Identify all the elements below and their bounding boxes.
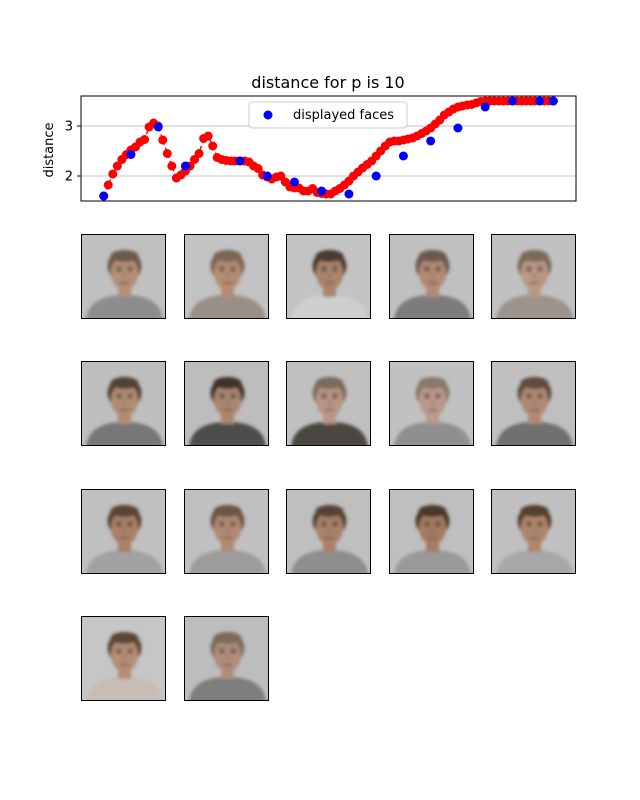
y-axis-label: distance	[42, 122, 57, 177]
distance-point	[253, 164, 263, 173]
face-thumbnail	[491, 489, 576, 574]
face-thumbnail	[81, 234, 166, 319]
face-thumbnail	[184, 361, 269, 446]
displayed-face-point	[99, 191, 109, 201]
distance-point	[158, 135, 168, 145]
face-image	[291, 250, 368, 318]
displayed-face-point	[426, 136, 436, 146]
legend-label: displayed faces	[293, 108, 394, 123]
face-image	[189, 632, 266, 700]
distance-point	[140, 135, 150, 144]
y-tick-label: 3	[65, 120, 73, 135]
face-thumbnail	[184, 234, 269, 319]
y-tick-label: 2	[65, 170, 73, 185]
face-thumbnail	[81, 616, 166, 701]
face-thumbnail	[81, 361, 166, 446]
distance-point	[203, 131, 213, 141]
legend-box	[248, 101, 408, 129]
displayed-face-point	[180, 161, 190, 171]
displayed-face-point	[262, 171, 272, 181]
displayed-face-point	[480, 102, 490, 112]
displayed-face-point	[507, 96, 517, 106]
distance-chart: 23 distance for p is 10 distance display…	[42, 73, 577, 202]
face-image	[496, 250, 573, 318]
face-image	[496, 505, 573, 573]
series-layer	[99, 96, 558, 201]
legend-marker	[263, 110, 273, 120]
chart-title: distance for p is 10	[251, 73, 404, 92]
face-image	[394, 377, 471, 445]
distance-point	[208, 141, 218, 151]
face-image	[86, 377, 163, 445]
face-thumbnail	[286, 489, 371, 574]
distance-point	[162, 149, 172, 158]
face-thumbnail	[389, 234, 474, 319]
face-thumbnail	[389, 361, 474, 446]
distance-point	[103, 180, 113, 190]
face-thumbnail	[389, 489, 474, 574]
displayed-face-point	[453, 123, 463, 133]
face-thumbnail	[286, 234, 371, 319]
displayed-face-point	[317, 186, 327, 196]
displayed-face-point	[535, 96, 545, 106]
face-image	[496, 377, 573, 445]
face-image	[394, 250, 471, 318]
displayed-face-point	[289, 177, 299, 187]
face-thumbnail	[491, 361, 576, 446]
y-axis-ticks: 23	[65, 120, 81, 185]
face-image	[189, 505, 266, 573]
distance-point	[112, 161, 122, 171]
face-image	[86, 632, 163, 700]
face-thumbnail	[184, 489, 269, 574]
face-thumbnail	[81, 489, 166, 574]
face-thumbnail	[184, 616, 269, 701]
face-image	[189, 250, 266, 318]
displayed-face-point	[126, 150, 136, 159]
face-image	[394, 505, 471, 573]
displayed-face-point	[371, 171, 381, 181]
plot-frame	[80, 95, 577, 202]
face-image	[291, 377, 368, 445]
distance-point	[194, 149, 204, 158]
displayed-face-point	[398, 151, 408, 161]
face-thumbnail	[491, 234, 576, 319]
displayed-face-point	[235, 156, 245, 166]
face-image	[189, 377, 266, 445]
grid-lines	[81, 125, 576, 177]
displayed-face-point	[153, 122, 163, 132]
face-image	[291, 505, 368, 573]
legend: displayed faces	[248, 101, 408, 129]
distance-point	[108, 169, 118, 179]
face-image	[86, 250, 163, 318]
face-image	[86, 505, 163, 573]
face-thumbnail	[286, 361, 371, 446]
displayed-face-point	[344, 189, 354, 199]
distance-point	[167, 161, 177, 171]
displayed-face-point	[548, 96, 558, 106]
